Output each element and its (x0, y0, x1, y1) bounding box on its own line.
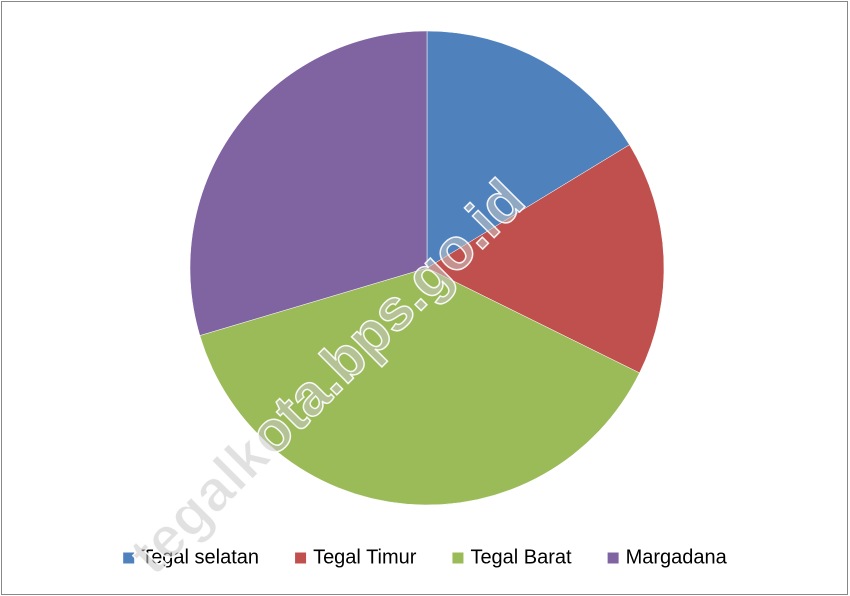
legend: Tegal selatan Tegal Timur Tegal Barat Marga… (123, 546, 728, 568)
legend-label: Tegal Timur (313, 546, 417, 568)
legend-swatch (123, 552, 135, 564)
pie-slice (426, 144, 665, 374)
legend-label: Margadana (626, 546, 728, 568)
legend-swatch (452, 552, 464, 564)
pie-slice (189, 30, 428, 336)
slices (189, 30, 665, 506)
legend-swatch (295, 552, 307, 564)
pie-slice (426, 30, 630, 269)
legend-swatch (607, 552, 619, 564)
legend-label: Tegal selatan (141, 546, 259, 568)
legend-label: Tegal Barat (470, 546, 572, 568)
pie-slice (199, 267, 640, 506)
